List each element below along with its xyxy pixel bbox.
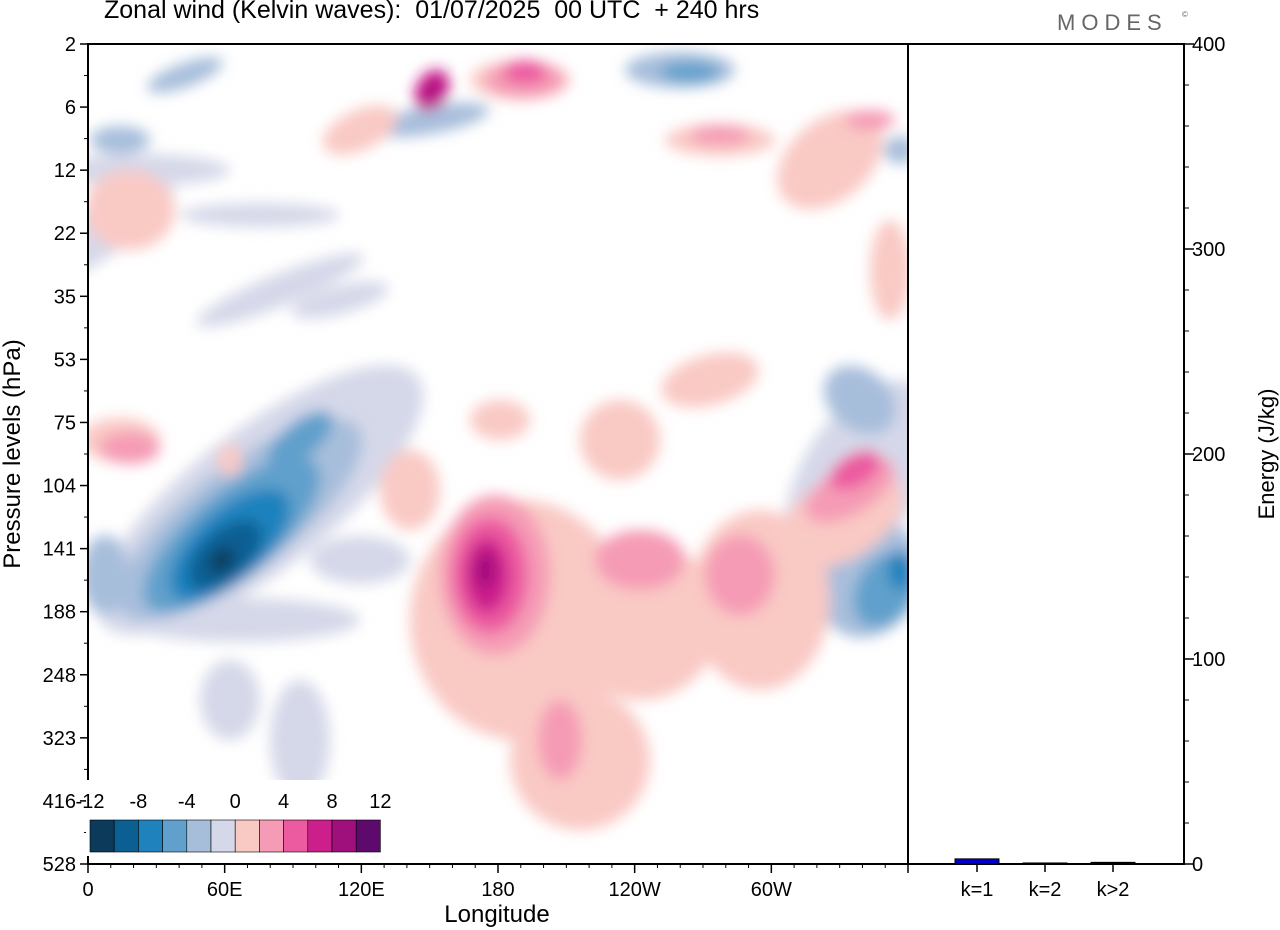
colorbar-label: 8 <box>326 791 337 813</box>
y-axis-label: Pressure levels (hPa) <box>0 339 26 568</box>
y-tick-label: 2 <box>65 34 76 56</box>
energy-bar <box>954 858 1000 865</box>
energy-category-label: k>2 <box>1097 879 1130 901</box>
colorbar-label: -12 <box>76 791 105 813</box>
y-tick-label: 141 <box>43 539 76 561</box>
colorbar-swatch <box>307 819 333 853</box>
x-tick-label: 60E <box>207 879 243 901</box>
x-tick-label: 120W <box>609 879 661 901</box>
energy-bars: k=1 k=2 k>2 <box>954 858 1136 901</box>
brand-copyright-mark: © <box>1182 10 1188 19</box>
colorbar-swatch <box>283 819 309 853</box>
colorbar-swatch <box>89 819 115 853</box>
y-tick-label: 323 <box>43 728 76 750</box>
y-tick-label: 75 <box>54 412 76 434</box>
energy-bar <box>1022 862 1068 865</box>
colorbar-swatch <box>259 819 284 853</box>
y-axis-energy: 0 100 200 300 400 <box>1184 34 1225 876</box>
energy-tick-label: 400 <box>1192 34 1225 56</box>
colorbar-swatch <box>113 819 139 853</box>
energy-tick-label: 0 <box>1192 854 1203 876</box>
heatmap-field <box>88 44 908 864</box>
colorbar-label: 4 <box>278 791 289 813</box>
y-tick-label: 53 <box>54 349 76 371</box>
colorbar-swatch <box>234 819 260 853</box>
x-tick-label: 60W <box>751 879 792 901</box>
colorbar: -12 -8 -4 0 4 8 12 <box>76 780 392 856</box>
y-tick-label: 416 <box>43 791 76 813</box>
brand-logo: MODES <box>1057 10 1168 35</box>
colorbar-swatch <box>138 819 163 853</box>
colorbar-swatch <box>331 819 357 853</box>
colorbar-label: 0 <box>230 791 241 813</box>
chart-title: Zonal wind (Kelvin waves): 01/07/2025 00… <box>104 0 760 24</box>
colorbar-label: -4 <box>178 791 196 813</box>
colorbar-swatch <box>355 819 381 853</box>
energy-tick-label: 100 <box>1192 649 1225 671</box>
energy-tick-label: 300 <box>1192 239 1225 261</box>
y-tick-label: 528 <box>43 854 76 876</box>
energy-plot-frame <box>907 43 1185 865</box>
colorbar-label: 12 <box>369 791 391 813</box>
colorbar-swatch <box>162 819 188 853</box>
energy-category-label: k=1 <box>961 879 994 901</box>
x-axis-label: Longitude <box>444 901 549 928</box>
y-tick-label: 188 <box>43 602 76 624</box>
energy-axis-label: Energy (J/kg) <box>1254 389 1279 520</box>
x-tick-label: 180 <box>481 879 514 901</box>
y-tick-label: 248 <box>43 665 76 687</box>
y-tick-label: 35 <box>54 286 76 308</box>
x-axis-longitude: 0 60E 120E 180 120W 60W <box>82 864 909 901</box>
y-tick-label: 12 <box>54 160 76 182</box>
x-tick-label: 0 <box>82 879 93 901</box>
energy-category-label: k=2 <box>1029 879 1062 901</box>
energy-bar <box>1090 861 1136 865</box>
y-tick-label: 6 <box>65 97 76 119</box>
colorbar-label: -8 <box>130 791 148 813</box>
energy-tick-label: 200 <box>1192 444 1225 466</box>
colorbar-swatch <box>186 819 212 853</box>
x-tick-label: 120E <box>338 879 385 901</box>
y-tick-label: 104 <box>43 476 76 498</box>
colorbar-swatch <box>210 819 236 853</box>
y-axis-pressure: 2 6 12 22 35 53 75 104 141 188 248 323 416 528 <box>43 34 88 876</box>
y-tick-label: 22 <box>54 223 76 245</box>
